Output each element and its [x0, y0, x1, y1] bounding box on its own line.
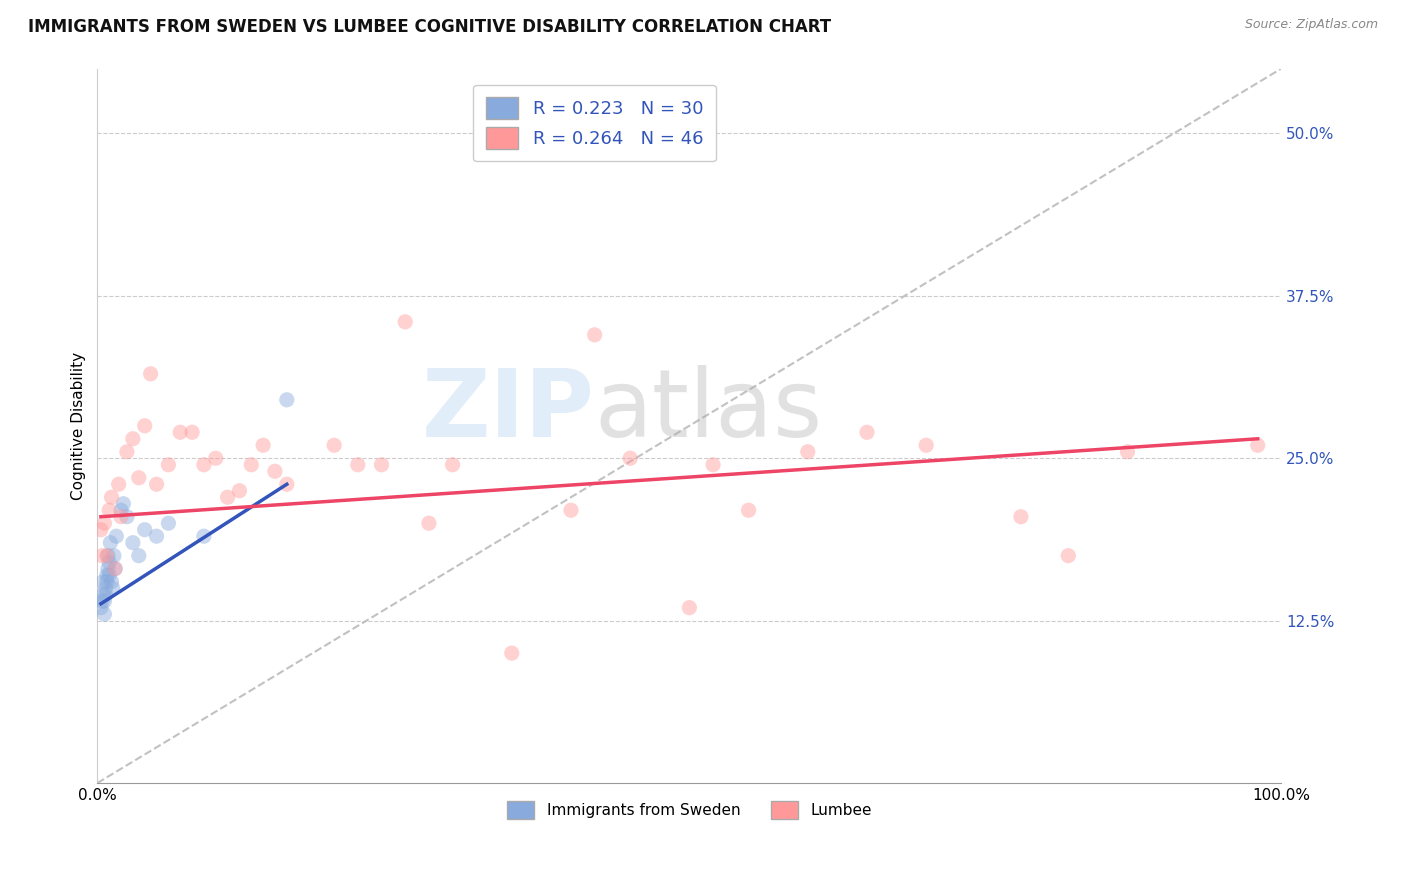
- Point: [93, 516, 115, 531]
- Point: [347, 458, 370, 472]
- Point: [93, 594, 115, 608]
- Point: [276, 477, 298, 491]
- Point: [678, 600, 700, 615]
- Text: Source: ZipAtlas.com: Source: ZipAtlas.com: [1244, 18, 1378, 31]
- Point: [96, 568, 118, 582]
- Point: [98, 555, 121, 569]
- Point: [94, 588, 117, 602]
- Y-axis label: Cognitive Disability: Cognitive Disability: [72, 351, 86, 500]
- Point: [98, 503, 121, 517]
- Point: [100, 574, 122, 589]
- Point: [103, 549, 125, 563]
- Point: [323, 438, 346, 452]
- Point: [115, 444, 138, 458]
- Point: [134, 418, 156, 433]
- Point: [702, 458, 724, 472]
- Point: [97, 549, 120, 563]
- Legend: Immigrants from Sweden, Lumbee: Immigrants from Sweden, Lumbee: [501, 795, 879, 825]
- Point: [91, 549, 114, 563]
- Point: [276, 392, 298, 407]
- Point: [145, 477, 167, 491]
- Point: [737, 503, 759, 517]
- Point: [134, 523, 156, 537]
- Point: [122, 535, 145, 549]
- Point: [91, 574, 114, 589]
- Point: [128, 549, 150, 563]
- Point: [583, 327, 606, 342]
- Point: [112, 497, 135, 511]
- Point: [90, 600, 112, 615]
- Point: [1057, 549, 1080, 563]
- Point: [93, 607, 115, 622]
- Point: [193, 458, 215, 472]
- Point: [91, 594, 114, 608]
- Point: [1010, 509, 1032, 524]
- Point: [394, 315, 416, 329]
- Point: [418, 516, 440, 531]
- Point: [100, 535, 122, 549]
- Point: [110, 503, 132, 517]
- Point: [91, 588, 114, 602]
- Point: [122, 432, 145, 446]
- Point: [252, 438, 274, 452]
- Point: [98, 568, 121, 582]
- Point: [104, 562, 127, 576]
- Point: [157, 516, 180, 531]
- Point: [157, 458, 180, 472]
- Point: [128, 471, 150, 485]
- Point: [181, 425, 204, 440]
- Point: [797, 444, 820, 458]
- Point: [228, 483, 250, 498]
- Point: [1116, 444, 1139, 458]
- Point: [96, 549, 118, 563]
- Point: [169, 425, 191, 440]
- Point: [105, 529, 128, 543]
- Point: [193, 529, 215, 543]
- Text: IMMIGRANTS FROM SWEDEN VS LUMBEE COGNITIVE DISABILITY CORRELATION CHART: IMMIGRANTS FROM SWEDEN VS LUMBEE COGNITI…: [28, 18, 831, 36]
- Text: ZIP: ZIP: [422, 366, 595, 458]
- Point: [115, 509, 138, 524]
- Point: [264, 464, 287, 478]
- Point: [97, 562, 120, 576]
- Point: [240, 458, 263, 472]
- Point: [104, 562, 127, 576]
- Point: [370, 458, 392, 472]
- Point: [560, 503, 582, 517]
- Point: [139, 367, 162, 381]
- Point: [915, 438, 938, 452]
- Point: [107, 477, 129, 491]
- Point: [501, 646, 523, 660]
- Point: [1247, 438, 1270, 452]
- Point: [441, 458, 464, 472]
- Point: [90, 523, 112, 537]
- Point: [94, 581, 117, 595]
- Point: [96, 574, 118, 589]
- Point: [100, 490, 122, 504]
- Point: [619, 451, 641, 466]
- Text: atlas: atlas: [595, 366, 823, 458]
- Point: [101, 581, 124, 595]
- Point: [145, 529, 167, 543]
- Point: [110, 509, 132, 524]
- Point: [217, 490, 239, 504]
- Point: [856, 425, 879, 440]
- Point: [204, 451, 226, 466]
